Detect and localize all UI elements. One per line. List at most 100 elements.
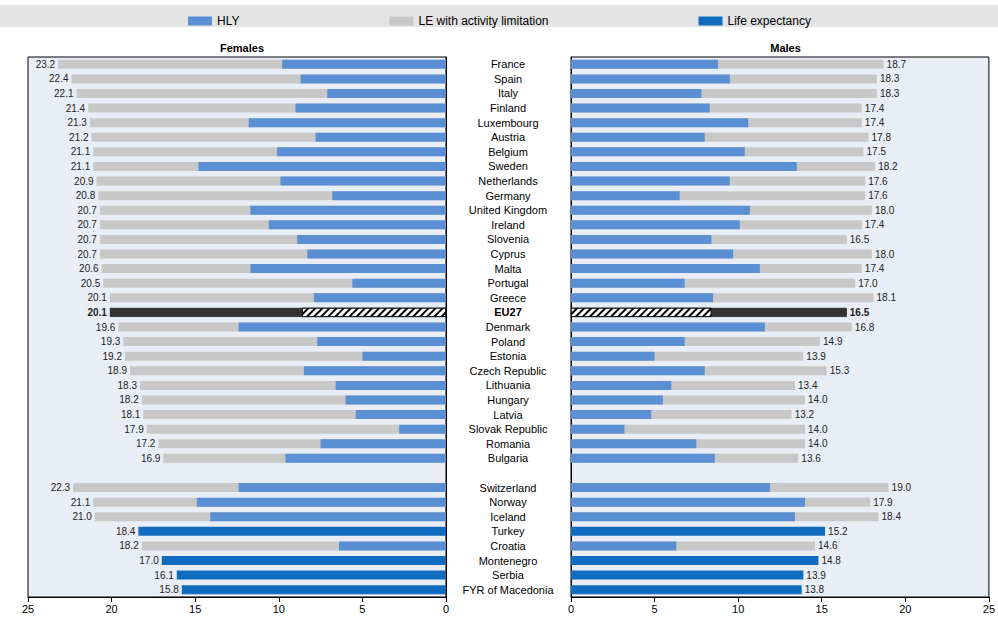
svg-text:14.6: 14.6 [818,540,838,551]
svg-text:13.6: 13.6 [801,453,821,464]
svg-text:13.9: 13.9 [806,351,826,362]
svg-text:18.2: 18.2 [119,394,139,405]
svg-text:20.1: 20.1 [87,292,107,303]
svg-text:20.8: 20.8 [76,190,96,201]
svg-text:19.6: 19.6 [96,322,116,333]
svg-text:Latvia: Latvia [493,409,523,421]
svg-text:13.2: 13.2 [795,409,815,420]
svg-text:17.8: 17.8 [872,132,892,143]
svg-text:Greece: Greece [490,292,526,304]
svg-text:16.8: 16.8 [855,322,875,333]
svg-text:17.4: 17.4 [865,103,885,114]
svg-text:10: 10 [732,603,744,615]
svg-text:13.4: 13.4 [798,380,818,391]
svg-text:14.0: 14.0 [808,438,828,449]
svg-text:France: France [491,58,525,70]
svg-text:21.4: 21.4 [66,103,86,114]
svg-text:0: 0 [443,603,449,615]
svg-text:Italy: Italy [498,87,519,99]
svg-text:18.0: 18.0 [875,205,895,216]
svg-text:22.4: 22.4 [49,73,69,84]
svg-text:Croatia: Croatia [490,540,526,552]
svg-text:Slovak Republic: Slovak Republic [469,423,548,435]
svg-text:Finland: Finland [490,102,526,114]
svg-text:18.4: 18.4 [882,511,902,522]
svg-text:20.9: 20.9 [74,176,94,187]
svg-text:14.8: 14.8 [821,555,841,566]
svg-text:5: 5 [652,603,658,615]
svg-text:18.3: 18.3 [880,88,900,99]
svg-text:21.0: 21.0 [72,511,92,522]
svg-text:18.4: 18.4 [116,526,136,537]
svg-text:Germany: Germany [485,190,531,202]
svg-text:Switzerland: Switzerland [480,482,537,494]
svg-text:20.6: 20.6 [79,263,99,274]
svg-text:19.0: 19.0 [892,482,912,493]
svg-text:20.7: 20.7 [77,249,97,260]
svg-text:HLY: HLY [217,14,239,28]
svg-text:Poland: Poland [491,336,525,348]
svg-text:Cyprus: Cyprus [491,248,526,260]
svg-text:0: 0 [568,603,574,615]
svg-text:Males: Males [770,42,801,54]
svg-text:15.8: 15.8 [159,584,179,595]
svg-text:21.1: 21.1 [71,146,91,157]
svg-text:Estonia: Estonia [490,350,528,362]
svg-text:Lithuania: Lithuania [486,379,532,391]
svg-text:17.4: 17.4 [865,219,885,230]
svg-text:18.0: 18.0 [875,249,895,260]
svg-text:17.6: 17.6 [868,190,888,201]
svg-text:EU27: EU27 [494,306,522,318]
svg-text:5: 5 [359,603,365,615]
svg-text:21.1: 21.1 [71,161,91,172]
svg-text:Malta: Malta [495,263,523,275]
svg-text:Turkey: Turkey [491,525,525,537]
svg-text:14.0: 14.0 [808,394,828,405]
svg-text:14.9: 14.9 [823,336,843,347]
svg-text:18.3: 18.3 [118,380,138,391]
svg-text:17.9: 17.9 [873,497,893,508]
svg-text:Portugal: Portugal [488,277,529,289]
svg-text:Sweden: Sweden [488,160,528,172]
svg-text:Romania: Romania [486,438,531,450]
svg-text:17.4: 17.4 [865,117,885,128]
svg-text:Hungary: Hungary [487,394,529,406]
svg-text:18.2: 18.2 [119,540,139,551]
svg-text:22.3: 22.3 [51,482,71,493]
svg-text:United Kingdom: United Kingdom [469,204,547,216]
svg-text:16.5: 16.5 [850,234,870,245]
svg-text:17.6: 17.6 [868,176,888,187]
svg-text:20.7: 20.7 [77,234,97,245]
svg-text:15.3: 15.3 [830,365,850,376]
svg-text:21.3: 21.3 [67,117,87,128]
svg-text:15: 15 [816,603,828,615]
svg-text:Belgium: Belgium [488,146,528,158]
svg-text:18.1: 18.1 [877,292,897,303]
svg-text:20.5: 20.5 [81,278,101,289]
svg-text:16.1: 16.1 [154,570,174,581]
svg-text:21.1: 21.1 [71,497,91,508]
svg-text:17.0: 17.0 [858,278,878,289]
svg-text:25: 25 [983,603,995,615]
svg-text:20: 20 [105,603,117,615]
svg-text:17.4: 17.4 [865,263,885,274]
svg-text:13.8: 13.8 [805,584,825,595]
svg-text:16.9: 16.9 [141,453,161,464]
svg-text:18.9: 18.9 [108,365,128,376]
svg-text:20.7: 20.7 [77,205,97,216]
svg-text:Norway: Norway [489,496,527,508]
svg-text:Bulgaria: Bulgaria [488,452,529,464]
svg-text:13.9: 13.9 [806,570,826,581]
svg-text:17.2: 17.2 [136,438,156,449]
svg-text:18.3: 18.3 [880,73,900,84]
svg-text:22.1: 22.1 [54,88,74,99]
svg-text:Life expectancy: Life expectancy [727,14,810,28]
svg-text:23.2: 23.2 [36,59,56,70]
svg-text:17.0: 17.0 [139,555,159,566]
svg-text:16.5: 16.5 [850,307,870,318]
svg-text:Denmark: Denmark [486,321,531,333]
svg-text:Serbia: Serbia [492,569,525,581]
svg-text:Czech Republic: Czech Republic [469,365,547,377]
svg-text:Netherlands: Netherlands [478,175,538,187]
svg-text:20.7: 20.7 [77,219,97,230]
